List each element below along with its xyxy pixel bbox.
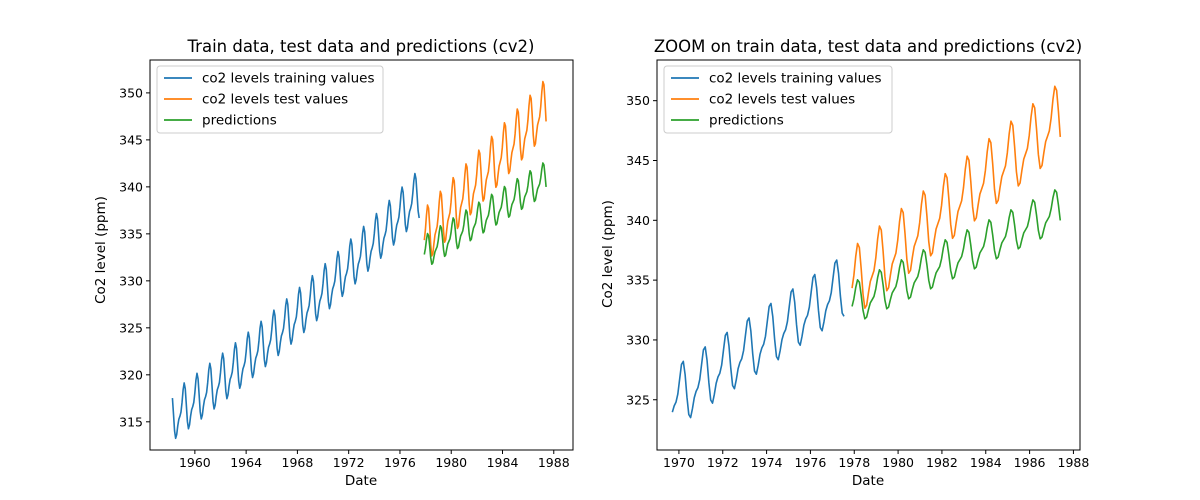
x-tick-label: 1976 <box>384 455 416 470</box>
plot-frame <box>149 59 574 451</box>
x-tick-label: 1972 <box>707 455 739 470</box>
y-tick-label: 345 <box>626 153 650 168</box>
y-tick-label: 340 <box>119 179 143 194</box>
legend-label: co2 levels test values <box>709 92 855 108</box>
x-tick-label: 1976 <box>795 455 827 470</box>
y-axis-label: Co2 level (ppm) <box>93 196 109 304</box>
x-tick-label: 1984 <box>970 455 1002 470</box>
y-tick-label: 340 <box>626 213 650 228</box>
series-line-train <box>171 172 420 440</box>
y-axis-label: Co2 level (ppm) <box>600 200 616 308</box>
y-tick-label: 325 <box>119 320 143 335</box>
chart-full: Train data, test data and predictions (c… <box>93 37 574 489</box>
series-lines <box>171 80 547 440</box>
x-tick-label: 1982 <box>926 455 958 470</box>
legend-box <box>156 65 384 134</box>
legend-label: co2 levels training values <box>709 71 882 87</box>
x-tick-label: 1970 <box>663 455 695 470</box>
series-line-test <box>423 80 547 257</box>
y-tick-label: 350 <box>119 85 143 100</box>
series-line-predictions <box>423 162 547 266</box>
x-tick-label: 1972 <box>333 455 365 470</box>
legend-label: co2 levels test values <box>202 92 348 108</box>
x-tick-label: 1978 <box>838 455 870 470</box>
legend-label: co2 levels training values <box>202 71 375 87</box>
x-tick-label: 1980 <box>435 455 467 470</box>
y-tick-label: 315 <box>119 414 143 429</box>
plot-frame <box>656 59 1081 451</box>
y-tick-label: 330 <box>626 332 650 347</box>
y-tick-label: 345 <box>119 132 143 147</box>
series-line-predictions <box>851 189 1062 320</box>
y-tick-label: 325 <box>626 392 650 407</box>
x-tick-label: 1960 <box>179 455 211 470</box>
legend-box <box>663 65 893 134</box>
y-tick-label: 335 <box>626 273 650 288</box>
x-tick-label: 1974 <box>751 455 783 470</box>
y-tick-label: 350 <box>626 93 650 108</box>
x-tick-label: 1984 <box>487 455 519 470</box>
chart-title: ZOOM on train data, test data and predic… <box>654 37 1082 56</box>
x-tick-label: 1988 <box>538 455 570 470</box>
x-tick-label: 1988 <box>1058 455 1090 470</box>
x-tick-label: 1968 <box>282 455 314 470</box>
axis-ticks: 1970 1972 1974 1976 1978 1980 1982 1984 1986 1988… <box>626 93 1089 470</box>
y-tick-label: 330 <box>119 273 143 288</box>
legend: co2 levels training values co2 levels tes… <box>156 65 384 134</box>
chart-title: Train data, test data and predictions (c… <box>187 37 535 56</box>
y-tick-label: 320 <box>119 367 143 382</box>
series-line-train <box>671 259 845 419</box>
y-tick-label: 335 <box>119 226 143 241</box>
legend-label: predictions <box>709 113 784 129</box>
series-line-test <box>851 85 1062 309</box>
x-tick-label: 1964 <box>230 455 262 470</box>
legend: co2 levels training values co2 levels tes… <box>663 65 893 134</box>
chart-zoom: ZOOM on train data, test data and predic… <box>600 37 1089 489</box>
x-tick-label: 1986 <box>1014 455 1046 470</box>
legend-label: predictions <box>202 113 277 129</box>
axis-ticks: 1960 1964 1968 1972 1976 1980 1984 1988 315 320 32… <box>119 85 570 470</box>
series-lines <box>671 85 1062 419</box>
x-tick-label: 1980 <box>882 455 914 470</box>
x-axis-label: Date <box>852 473 884 489</box>
x-axis-label: Date <box>345 473 377 489</box>
